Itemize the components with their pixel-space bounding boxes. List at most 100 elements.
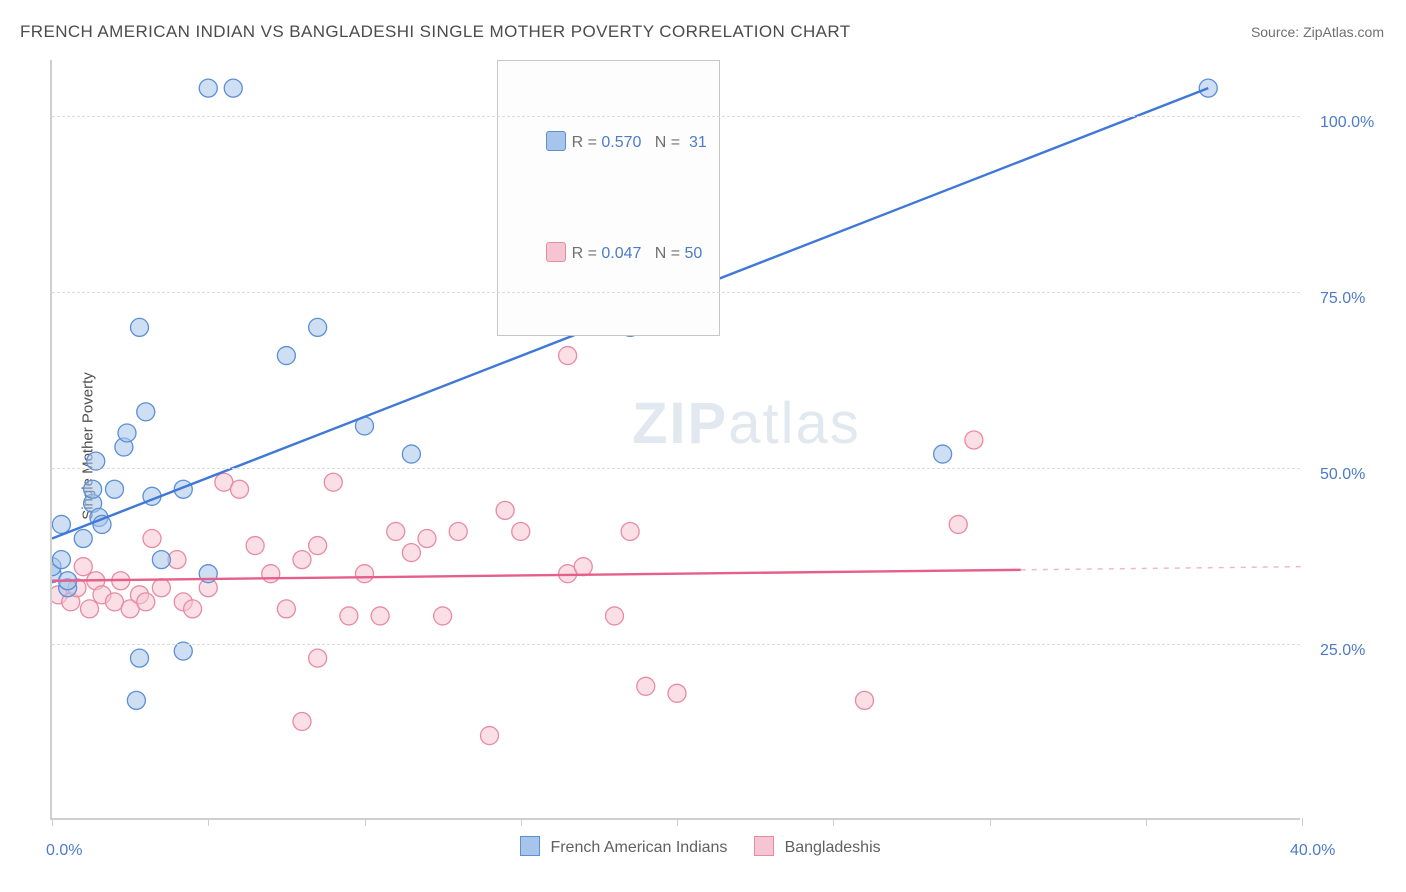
- data-point-b: [81, 600, 99, 618]
- gridline: [52, 468, 1300, 469]
- data-point-b: [856, 691, 874, 709]
- gridline: [52, 644, 1300, 645]
- data-point-a: [84, 494, 102, 512]
- data-point-b: [93, 586, 111, 604]
- data-point-b: [324, 473, 342, 491]
- data-point-b: [418, 530, 436, 548]
- swatch-a-icon: [520, 836, 540, 856]
- data-point-a: [1199, 79, 1217, 97]
- data-point-b: [174, 593, 192, 611]
- data-point-a: [402, 445, 420, 463]
- data-point-b: [246, 537, 264, 555]
- data-point-b: [199, 579, 217, 597]
- data-point-b: [277, 600, 295, 618]
- source-label: Source:: [1251, 24, 1299, 40]
- x-tick-mark: [208, 818, 209, 826]
- data-point-b: [637, 677, 655, 695]
- data-point-b: [293, 551, 311, 569]
- data-point-a: [174, 480, 192, 498]
- data-point-b: [143, 530, 161, 548]
- data-point-a: [118, 424, 136, 442]
- y-tick-label: 25.0%: [1320, 642, 1365, 660]
- data-point-a: [127, 691, 145, 709]
- x-tick-mark: [1146, 818, 1147, 826]
- y-tick-label: 100.0%: [1320, 114, 1374, 132]
- trend-line-b: [52, 570, 1021, 581]
- swatch-b-icon: [546, 242, 566, 262]
- data-point-b: [52, 586, 67, 604]
- data-point-b: [668, 684, 686, 702]
- x-tick-mark: [833, 818, 834, 826]
- data-point-a: [356, 417, 374, 435]
- data-point-a: [277, 347, 295, 365]
- gridline: [52, 116, 1300, 117]
- n-value-b: 50: [685, 245, 703, 262]
- data-point-b: [606, 607, 624, 625]
- x-tick-mark: [365, 818, 366, 826]
- data-point-b: [356, 565, 374, 583]
- data-point-a: [152, 551, 170, 569]
- data-point-a: [93, 515, 111, 533]
- data-point-b: [402, 544, 420, 562]
- x-tick-mark: [677, 818, 678, 826]
- data-point-b: [449, 522, 467, 540]
- data-point-b: [68, 579, 86, 597]
- data-point-b: [309, 537, 327, 555]
- watermark-zip: ZIP: [632, 391, 728, 456]
- data-point-b: [262, 565, 280, 583]
- chart-plot-area: ZIPatlas R = 0.570 N = 31 R = 0.047 N = …: [50, 60, 1300, 820]
- data-point-b: [184, 600, 202, 618]
- correlation-legend: R = 0.570 N = 31 R = 0.047 N = 50: [497, 60, 720, 336]
- data-point-b: [309, 649, 327, 667]
- source-link[interactable]: ZipAtlas.com: [1303, 24, 1384, 40]
- data-point-a: [52, 551, 70, 569]
- swatch-b-icon: [754, 836, 774, 856]
- data-point-b: [512, 522, 530, 540]
- data-point-a: [115, 438, 133, 456]
- data-point-b: [496, 501, 514, 519]
- data-point-a: [74, 530, 92, 548]
- data-point-b: [481, 727, 499, 745]
- data-point-b: [152, 579, 170, 597]
- data-point-a: [106, 480, 124, 498]
- data-point-b: [434, 607, 452, 625]
- data-point-b: [74, 558, 92, 576]
- data-point-b: [87, 572, 105, 590]
- data-point-b: [231, 480, 249, 498]
- data-point-b: [949, 515, 967, 533]
- data-point-b: [62, 593, 80, 611]
- chart-title: FRENCH AMERICAN INDIAN VS BANGLADESHI SI…: [20, 22, 851, 42]
- data-point-a: [224, 79, 242, 97]
- legend-row-a: R = 0.570 N = 31: [510, 109, 707, 176]
- data-point-a: [84, 480, 102, 498]
- series-b-label: Bangladeshis: [785, 839, 881, 856]
- y-tick-label: 50.0%: [1320, 466, 1365, 484]
- data-point-b: [340, 607, 358, 625]
- swatch-a-icon: [546, 131, 566, 151]
- x-tick-40: 40.0%: [1290, 842, 1335, 860]
- data-point-a: [143, 487, 161, 505]
- x-tick-0: 0.0%: [46, 842, 82, 860]
- data-point-a: [59, 579, 77, 597]
- data-point-a: [90, 508, 108, 526]
- n-value-a: 31: [689, 134, 707, 151]
- data-point-a: [52, 558, 61, 576]
- data-point-b: [965, 431, 983, 449]
- series-a-label: French American Indians: [550, 839, 727, 856]
- x-tick-mark: [521, 818, 522, 826]
- y-tick-label: 75.0%: [1320, 290, 1365, 308]
- data-point-b: [371, 607, 389, 625]
- data-point-b: [131, 586, 149, 604]
- data-point-b: [559, 565, 577, 583]
- data-point-b: [215, 473, 233, 491]
- data-point-b: [121, 600, 139, 618]
- gridline: [52, 292, 1300, 293]
- data-point-a: [131, 318, 149, 336]
- x-tick-mark: [990, 818, 991, 826]
- data-point-b: [106, 593, 124, 611]
- data-point-b: [293, 712, 311, 730]
- watermark: ZIPatlas: [632, 390, 861, 457]
- data-point-a: [199, 79, 217, 97]
- data-point-a: [59, 572, 77, 590]
- data-point-a: [52, 515, 70, 533]
